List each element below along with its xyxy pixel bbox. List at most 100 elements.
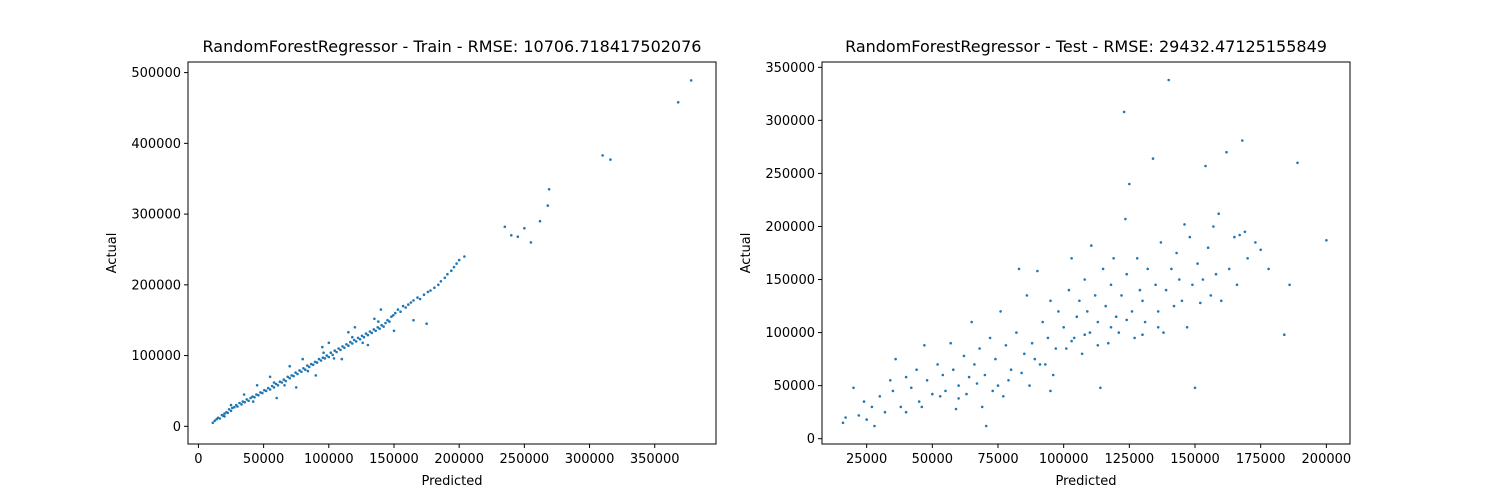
test-y-tick-label: 350000	[765, 61, 815, 76]
train-data-point	[290, 374, 293, 377]
test-data-point	[1120, 294, 1123, 297]
test-data-point	[1090, 244, 1093, 247]
train-data-point	[296, 372, 299, 376]
test-data-point	[1088, 331, 1092, 334]
train-data-point	[243, 401, 246, 404]
test-data-point	[941, 373, 945, 377]
test-data-point	[873, 424, 876, 428]
test-data-point	[1162, 331, 1165, 334]
test-data-point	[917, 400, 921, 403]
test-data-point	[857, 414, 861, 417]
test-data-point	[923, 344, 926, 347]
train-data-point	[392, 329, 396, 333]
train-data-point	[516, 235, 520, 238]
test-data-point	[1025, 294, 1029, 297]
test-data-point	[1288, 283, 1291, 287]
train-data-point	[529, 241, 533, 244]
test-data-point	[944, 389, 947, 393]
train-data-point	[439, 280, 443, 283]
test-data-point	[1046, 336, 1050, 340]
train-x-tick-label: 50000	[243, 452, 284, 467]
train-data-point	[401, 304, 405, 308]
train-data-point	[386, 318, 389, 322]
test-data-point	[1125, 272, 1128, 276]
test-data-point	[1023, 352, 1026, 356]
test-data-point	[975, 382, 979, 385]
train-data-point	[443, 276, 447, 280]
train-data-point	[309, 362, 313, 366]
train-data-point	[223, 415, 226, 418]
train-data-point	[407, 303, 410, 306]
test-x-tick-label: 50000	[912, 452, 953, 467]
train-data-point	[337, 347, 340, 350]
test-data-point	[1049, 299, 1052, 303]
test-y-tick-label: 0	[807, 432, 815, 447]
test-data-point	[1172, 304, 1176, 308]
train-data-point	[245, 398, 248, 401]
test-data-point	[862, 400, 866, 403]
train-data-point	[288, 364, 292, 368]
train-data-point	[463, 255, 466, 258]
train-data-point	[546, 204, 550, 207]
test-data-point	[1159, 241, 1163, 244]
train-data-point	[325, 354, 329, 357]
test-data-point	[1101, 267, 1105, 271]
train-data-point	[251, 395, 254, 398]
train-data-point	[409, 301, 413, 304]
test-data-point	[1114, 315, 1118, 319]
train-data-point	[294, 386, 298, 389]
test-y-tick-label: 300000	[765, 114, 815, 129]
train-data-point	[380, 323, 383, 327]
train-data-point	[283, 384, 286, 387]
test-data-point	[1093, 294, 1097, 297]
test-x-tick-label: 175000	[1236, 452, 1286, 467]
test-data-point	[1225, 150, 1228, 154]
test-data-point	[852, 386, 855, 390]
test-data-point	[1212, 225, 1215, 228]
train-data-point	[503, 225, 507, 229]
test-data-point	[1164, 288, 1168, 292]
train-data-point	[343, 346, 346, 350]
test-data-point	[1167, 78, 1170, 82]
test-data-point	[920, 405, 924, 409]
test-data-point	[1156, 310, 1160, 313]
train-x-tick-label: 0	[194, 452, 202, 467]
train-data-point	[211, 421, 215, 425]
train-data-point	[384, 321, 387, 325]
test-chart-title: RandomForestRegressor - Test - RMSE: 294…	[845, 37, 1327, 56]
test-data-point	[1036, 269, 1039, 273]
train-y-tick-label: 200000	[131, 278, 181, 293]
test-data-point	[1283, 333, 1286, 337]
test-x-axis-label: Predicted	[1055, 474, 1116, 489]
test-data-point	[841, 421, 845, 425]
test-data-point	[1096, 320, 1100, 324]
test-data-point	[999, 310, 1002, 313]
test-data-point	[1238, 233, 1241, 237]
train-data-point	[311, 363, 315, 367]
test-data-point	[1028, 384, 1031, 387]
test-data-point	[1183, 223, 1186, 226]
train-data-point	[347, 330, 350, 334]
train-data-point	[360, 334, 364, 338]
test-data-point	[1199, 301, 1202, 305]
test-data-point	[1143, 320, 1147, 324]
test-data-point	[1188, 235, 1192, 239]
train-data-point	[388, 320, 391, 323]
test-data-point	[1191, 283, 1194, 287]
test-data-point	[889, 379, 892, 382]
test-data-point	[1020, 371, 1023, 375]
test-data-point	[1044, 363, 1047, 366]
test-data-point	[936, 363, 939, 366]
test-data-point	[991, 389, 994, 393]
train-data-point	[284, 379, 288, 383]
test-y-axis-label: Actual	[739, 233, 754, 274]
train-data-point	[452, 265, 456, 269]
train-data-point	[339, 348, 342, 352]
train-data-point	[372, 328, 376, 331]
test-data-point	[1246, 257, 1249, 260]
train-data-point	[301, 357, 305, 361]
train-data-point	[302, 367, 305, 370]
train-data-point	[523, 226, 526, 230]
test-data-point	[1180, 299, 1184, 303]
